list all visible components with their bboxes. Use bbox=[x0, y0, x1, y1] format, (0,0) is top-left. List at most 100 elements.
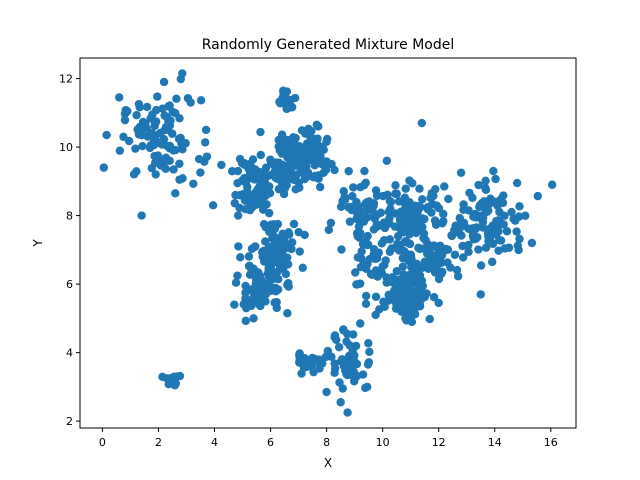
scatter-point bbox=[256, 150, 265, 160]
scatter-point bbox=[349, 202, 359, 212]
scatter-point bbox=[391, 181, 400, 190]
scatter-point bbox=[169, 165, 178, 174]
scatter-point bbox=[478, 223, 488, 232]
scatter-point bbox=[312, 120, 321, 130]
scatter-point bbox=[241, 204, 250, 214]
scatter-point bbox=[515, 202, 524, 211]
scatter-point bbox=[261, 191, 270, 201]
scatter-point bbox=[119, 132, 128, 141]
scatter-point bbox=[342, 337, 351, 346]
scatter-point bbox=[415, 184, 424, 193]
scatter-point bbox=[390, 222, 400, 231]
scatter-point bbox=[439, 209, 448, 219]
scatter-point bbox=[424, 263, 433, 272]
scatter-point bbox=[356, 182, 365, 192]
scatter-point bbox=[157, 140, 167, 149]
scatter-point bbox=[281, 244, 290, 253]
scatter-point bbox=[277, 130, 287, 139]
scatter-point bbox=[393, 232, 403, 241]
scatter-point bbox=[322, 137, 331, 147]
scatter-point bbox=[371, 254, 380, 264]
scatter-point bbox=[283, 174, 292, 183]
scatter-point bbox=[465, 188, 474, 198]
scatter-point bbox=[364, 358, 374, 367]
scatter-point bbox=[322, 387, 331, 397]
scatter-point bbox=[233, 271, 242, 280]
scatter-point bbox=[255, 271, 265, 281]
scatter-point bbox=[492, 216, 501, 226]
scatter-point bbox=[172, 94, 181, 103]
scatter-point bbox=[295, 247, 304, 256]
scatter-point bbox=[265, 208, 274, 218]
scatter-point bbox=[230, 300, 239, 309]
scatter-point bbox=[257, 199, 267, 208]
scatter-point bbox=[401, 184, 410, 193]
scatter-point bbox=[425, 314, 434, 324]
scatter-point bbox=[334, 342, 344, 352]
scatter-point bbox=[256, 301, 265, 311]
scatter-point bbox=[488, 257, 497, 267]
scatter-point bbox=[386, 204, 395, 213]
scatter-point bbox=[434, 274, 444, 284]
scatter-point bbox=[175, 175, 184, 184]
scatter-point bbox=[434, 244, 443, 254]
scatter-point bbox=[287, 138, 296, 147]
scatter-point bbox=[175, 159, 184, 168]
scatter-point bbox=[307, 126, 316, 136]
scatter-point bbox=[455, 213, 464, 223]
scatter-point bbox=[379, 297, 388, 306]
scatter-point bbox=[315, 364, 324, 373]
scatter-point bbox=[441, 244, 451, 254]
scatter-point bbox=[250, 242, 260, 252]
scatter-point bbox=[427, 208, 436, 217]
scatter-point bbox=[165, 101, 174, 110]
scatter-point bbox=[138, 141, 147, 151]
scatter-point bbox=[160, 155, 169, 165]
scatter-point bbox=[420, 235, 430, 244]
scatter-point bbox=[299, 160, 309, 169]
scatter-point bbox=[310, 172, 320, 182]
scatter-point bbox=[280, 146, 289, 156]
scatter-point bbox=[301, 142, 310, 152]
scatter-point bbox=[380, 220, 389, 229]
scatter-point bbox=[153, 92, 162, 101]
scatter-point bbox=[420, 214, 429, 224]
scatter-point bbox=[489, 166, 498, 176]
scatter-point bbox=[132, 110, 141, 120]
scatter-point bbox=[527, 238, 537, 248]
scatter-point bbox=[171, 189, 180, 198]
scatter-point bbox=[349, 183, 358, 192]
x-tick-label: 4 bbox=[211, 436, 218, 449]
scatter-point bbox=[264, 242, 274, 252]
scatter-point bbox=[318, 160, 327, 169]
x-tick-label: 0 bbox=[99, 436, 106, 449]
scatter-point bbox=[390, 286, 399, 295]
scatter-point bbox=[393, 239, 402, 249]
scatter-point bbox=[400, 208, 410, 218]
scatter-point bbox=[373, 210, 382, 219]
scatter-point bbox=[495, 207, 504, 217]
scatter-point bbox=[120, 109, 130, 118]
scatter-point bbox=[348, 192, 357, 201]
scatter-point bbox=[175, 114, 184, 123]
scatter-point bbox=[499, 191, 508, 200]
scatter-point bbox=[202, 152, 212, 161]
y-tick-label: 6 bbox=[66, 278, 73, 291]
scatter-point bbox=[459, 200, 468, 209]
scatter-point bbox=[129, 170, 139, 179]
scatter-point bbox=[394, 197, 404, 206]
x-axis: 0 2 4 6 8 10 12 14 16 bbox=[99, 428, 558, 449]
y-tick-label: 12 bbox=[59, 73, 73, 86]
scatter-point bbox=[165, 141, 175, 151]
scatter-point bbox=[418, 287, 427, 296]
scatter-point bbox=[369, 201, 378, 211]
scatter-point bbox=[316, 146, 325, 156]
scatter-point bbox=[189, 179, 198, 188]
scatter-point bbox=[485, 226, 494, 236]
scatter-point bbox=[142, 102, 152, 112]
scatter-point bbox=[380, 260, 389, 270]
scatter-point bbox=[413, 218, 422, 227]
scatter-point bbox=[330, 331, 340, 340]
scatter-point bbox=[261, 289, 271, 299]
